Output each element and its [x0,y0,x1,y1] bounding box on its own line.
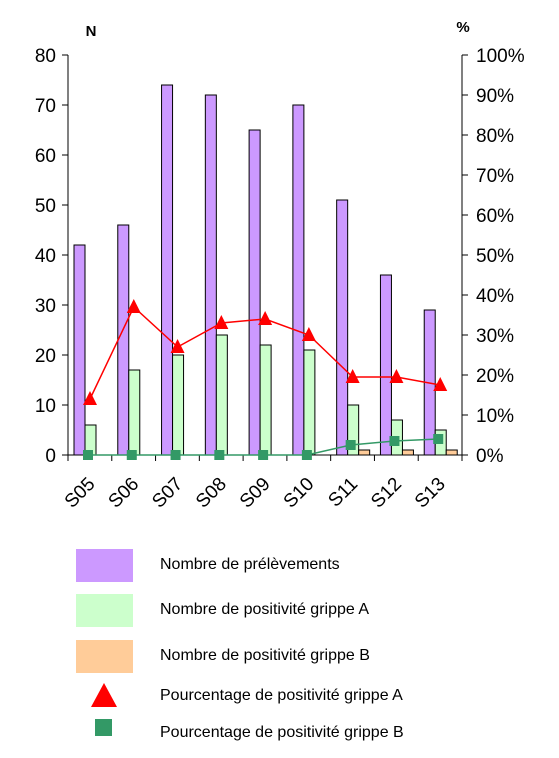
point-pct-grippe-a [83,391,97,405]
right-axis-unit: % [456,19,469,36]
x-axis-category-label: S06 [105,474,144,513]
x-axis-category-label: S10 [280,474,319,513]
right-axis-tick-label: 10% [476,406,514,427]
point-pct-grippe-a [214,315,229,329]
legend-swatch [76,594,133,627]
square-marker-icon [95,719,112,736]
bar-grippe-a [128,369,141,456]
right-axis-tick-label: 90% [476,86,514,107]
right-axis-tick-label: 30% [476,326,514,347]
right-axis-tick-label: 80% [476,126,514,147]
bar-prelevements [117,224,130,456]
legend-item: Nombre de positivité grippe B [0,640,559,674]
right-axis-tick-label: 60% [476,206,514,227]
bar-prelevements [336,199,349,456]
legend-item: Pourcentage de positivité grippe B [0,719,559,758]
x-axis-category-label: S12 [367,474,406,513]
x-axis-category-label: S09 [236,474,275,513]
left-axis-tick-label: 70 [35,96,56,117]
right-axis-tick-label: 0% [476,446,504,467]
x-axis-category-label: S11 [324,474,362,512]
left-axis-tick-label: 0 [45,446,56,467]
legend-swatch [76,640,133,673]
legend-label: Pourcentage de positivité grippe A [160,687,403,704]
point-pct-grippe-b [389,436,400,446]
bar-grippe-b [445,449,458,456]
triangle-marker-icon [91,683,117,707]
x-axis-category-label: S08 [192,474,231,513]
point-pct-grippe-b [345,440,356,450]
point-pct-grippe-b [83,450,93,460]
point-pct-grippe-b [301,450,312,460]
bar-grippe-b [358,449,371,456]
right-axis-tick-label: 20% [476,366,514,387]
bar-prelevements [292,104,305,456]
point-pct-grippe-b [214,450,225,460]
left-axis-tick-label: 60 [35,146,56,167]
triangle-marker-shape [91,683,117,707]
legend-label: Pourcentage de positivité grippe B [160,724,404,741]
bar-grippe-a [303,349,316,456]
bar-grippe-a [347,404,360,456]
point-pct-grippe-b [126,450,137,460]
bar-prelevements [248,129,261,456]
left-axis-tick-label: 50 [35,196,56,217]
legend-label: Nombre de positivité grippe B [160,647,370,664]
bar-grippe-b [401,449,414,456]
point-pct-grippe-a [433,377,448,391]
legend-item: Pourcentage de positivité grippe A [0,683,559,717]
right-axis-tick-label: 70% [476,166,514,187]
bar-prelevements [73,244,86,456]
bar-grippe-a [172,354,185,456]
x-axis-category-label: S07 [148,474,187,513]
legend-label: Nombre de prélèvements [160,556,340,573]
point-pct-grippe-a [126,299,141,313]
left-axis-tick-label: 30 [35,296,56,317]
point-pct-grippe-a [345,369,360,383]
right-axis-tick-label: 50% [476,246,514,267]
chart: 0 10 20 30 40 50 60 70 80 N 0% 10% 20% 30% 40% 50% 60% 70… [35,19,525,513]
bar-grippe-a [215,334,228,456]
bar-grippe-a [259,344,272,456]
legend-item: Nombre de positivité grippe A [0,594,559,628]
x-axis-category-label: S05 [61,474,100,513]
right-axis-tick-label: 40% [476,286,514,307]
bar-prelevements [204,94,217,456]
bar-prelevements [379,274,392,456]
right-axis-tick-label: 100% [476,46,525,67]
point-pct-grippe-b [433,434,444,444]
x-axis-category-label: S13 [411,474,450,513]
left-axis-tick-label: 20 [35,346,56,367]
bar-prelevements [161,84,174,456]
left-axis-tick-label: 80 [35,46,56,67]
point-pct-grippe-a [170,339,185,353]
point-pct-grippe-a [389,369,404,383]
left-axis-unit: N [86,23,97,40]
point-pct-grippe-a [258,311,273,325]
left-axis-tick-label: 10 [35,396,56,417]
point-pct-grippe-a [301,327,316,341]
legend-label: Nombre de positivité grippe A [160,601,369,618]
point-pct-grippe-b [258,450,269,460]
legend-swatch [76,549,133,582]
legend-item: Nombre de prélèvements [0,549,559,583]
point-pct-grippe-b [170,450,181,460]
left-axis-tick-label: 40 [35,246,56,267]
